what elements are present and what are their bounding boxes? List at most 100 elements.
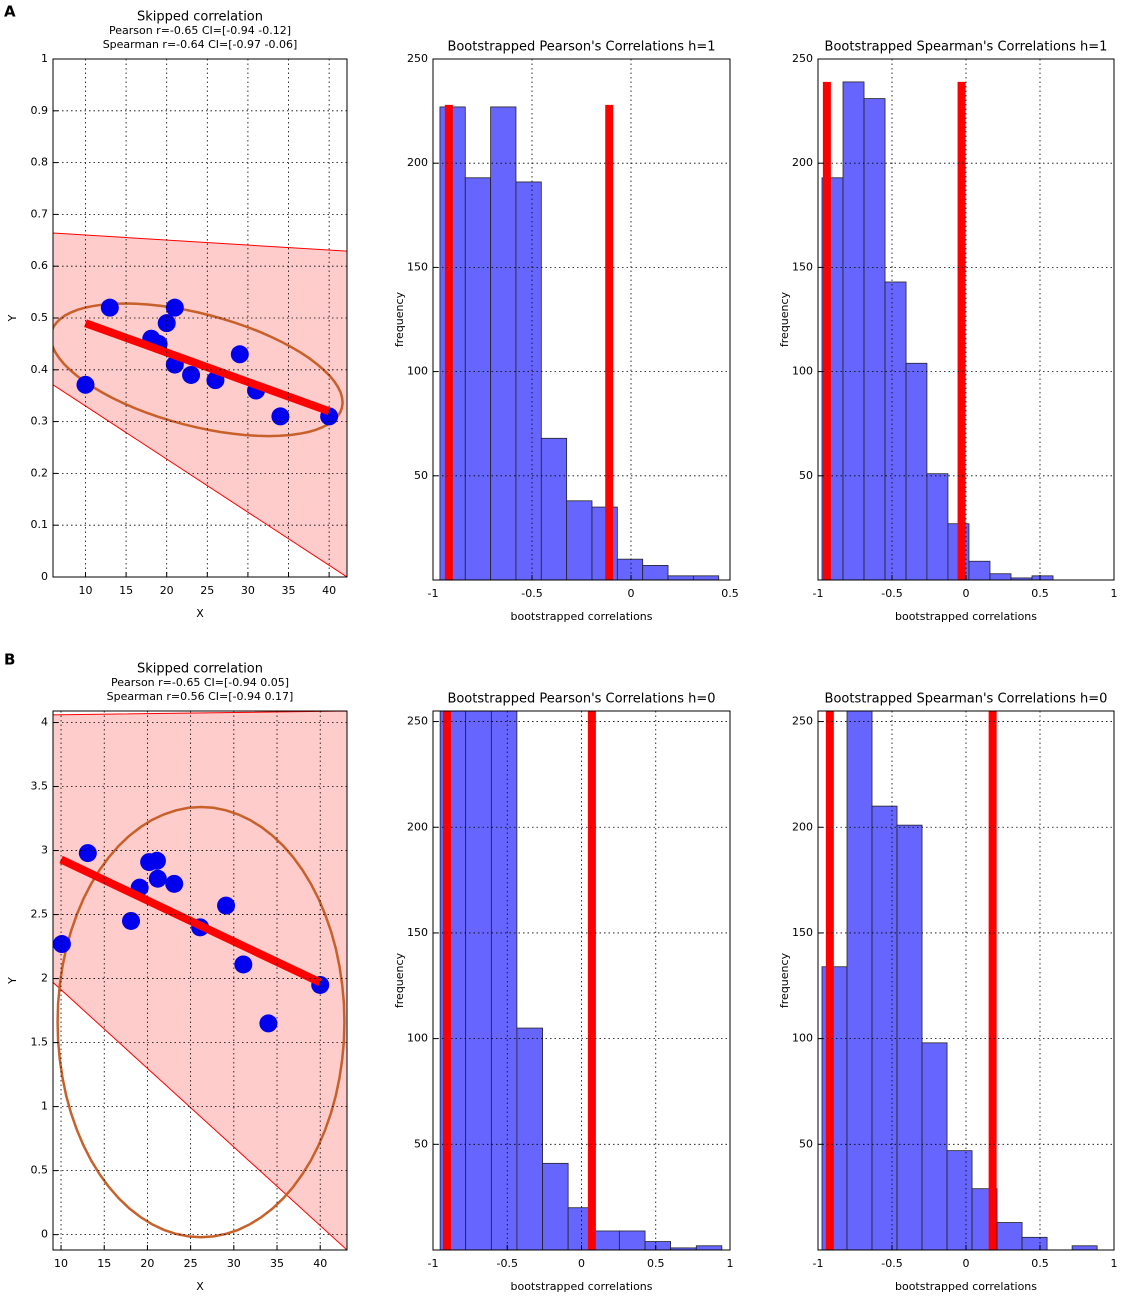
x-tick-label: -1 <box>813 1257 824 1270</box>
x-tick-label: 40 <box>322 584 336 597</box>
x-tick-label: 0.5 <box>721 587 739 600</box>
x-axis-label: bootstrapped correlations <box>895 1280 1037 1293</box>
point <box>165 874 184 893</box>
x-tick-label: 0 <box>578 1257 585 1270</box>
bar <box>516 1027 543 1250</box>
x-tick-label: 40 <box>313 1257 327 1270</box>
point <box>271 407 290 426</box>
bar <box>490 711 518 1250</box>
chart-title: Bootstrapped Pearson's Correlations h=0 <box>447 692 715 707</box>
y-tick-label: 100 <box>407 1032 428 1045</box>
x-tick-label: 20 <box>140 1257 154 1270</box>
confidence-band <box>53 711 347 1250</box>
bar <box>490 106 517 580</box>
y-tick-label: 0 <box>41 570 48 583</box>
y-tick-label: 2.5 <box>31 908 49 921</box>
y-tick-label: 200 <box>407 156 428 169</box>
x-tick-label: -1 <box>428 1257 439 1270</box>
x-tick-label: 0.5 <box>1031 587 1049 600</box>
x-tick-label: 30 <box>227 1257 241 1270</box>
bar <box>591 506 618 580</box>
fit-line <box>59 855 322 987</box>
x-axis-label: X <box>196 1280 204 1293</box>
bar <box>618 1230 646 1250</box>
bar <box>667 575 694 580</box>
bar <box>842 81 865 580</box>
chart-title: Skipped correlation <box>137 662 263 677</box>
point <box>230 345 249 364</box>
bar <box>616 558 644 580</box>
x-tick-label: 10 <box>54 1257 68 1270</box>
x-tick-label: -1 <box>813 587 824 600</box>
y-tick-label: 0.8 <box>31 156 49 169</box>
bar <box>921 1042 948 1250</box>
plot <box>53 232 347 577</box>
y-axis-label: Y <box>6 977 19 985</box>
panel: 10 15 20 25 30 35 40 0 0.1 0.2 0.3 0.4 0.5 0.6 0.7 0.8 0… <box>6 10 348 620</box>
y-tick-label: 250 <box>407 715 428 728</box>
x-tick-label: 0 <box>963 1257 970 1270</box>
y-tick-label: 0.1 <box>31 518 49 531</box>
plot-frame <box>52 58 348 578</box>
y-tick-label: 0.7 <box>31 207 49 220</box>
bar <box>884 281 907 580</box>
x-tick-label: 35 <box>270 1257 284 1270</box>
bar <box>540 437 568 580</box>
y-axis-label: Y <box>6 314 19 322</box>
ellipse <box>56 805 346 1239</box>
x-tick-label: 0.5 <box>1031 1257 1049 1270</box>
y-tick-label: 0.9 <box>31 104 49 117</box>
x-tick-label: -0.5 <box>881 587 902 600</box>
bar <box>989 573 1012 580</box>
plot <box>821 711 1098 1250</box>
plot <box>821 81 1054 580</box>
y-tick-label: 0.4 <box>31 363 49 376</box>
point <box>182 365 201 384</box>
bar <box>542 1162 569 1250</box>
point <box>234 955 253 974</box>
bar <box>644 1241 671 1250</box>
y-axis-label: frequency <box>393 291 406 347</box>
y-tick-label: 1.5 <box>31 1036 49 1049</box>
plot-frame <box>432 710 731 1251</box>
bar <box>896 824 923 1250</box>
bar <box>905 362 928 580</box>
x-tick-label: -1 <box>428 587 439 600</box>
y-tick-label: 250 <box>407 52 428 65</box>
plot-frame <box>432 58 731 581</box>
x-tick-label: 1 <box>1111 587 1118 600</box>
panel: 10 15 20 25 30 35 40 0 0.5 1 1.5 2 2.5 3 3.5 4 Skipped c… <box>6 662 348 1293</box>
chart-subtitle: Pearson r=-0.65 CI=[-0.94 0.05] <box>111 676 289 689</box>
y-tick-label: 3 <box>41 844 48 857</box>
y-tick-label: 50 <box>414 469 428 482</box>
x-tick-label: 15 <box>97 1257 111 1270</box>
y-axis-label: frequency <box>393 952 406 1008</box>
bar <box>1071 1245 1098 1250</box>
plot <box>53 711 347 1250</box>
y-axis-label: frequency <box>778 291 791 347</box>
y-tick-label: 200 <box>407 820 428 833</box>
x-tick-label: 20 <box>160 584 174 597</box>
point <box>147 851 166 870</box>
bar <box>1021 1236 1048 1250</box>
y-tick-label: 100 <box>792 365 813 378</box>
bar <box>926 473 949 580</box>
bar <box>996 1222 1023 1250</box>
chart-title: Bootstrapped Spearman's Correlations h=1 <box>825 40 1108 55</box>
x-tick-label: 25 <box>184 1257 198 1270</box>
bar <box>946 1150 973 1250</box>
bar <box>593 1230 620 1250</box>
y-tick-label: 0.5 <box>31 311 49 324</box>
x-tick-label: -0.5 <box>521 587 542 600</box>
x-tick-label: 1 <box>727 1257 734 1270</box>
x-axis-label: bootstrapped correlations <box>895 610 1037 623</box>
y-tick-label: 3.5 <box>31 780 49 793</box>
bar <box>846 711 873 1250</box>
bar <box>871 805 898 1250</box>
chart-title: Skipped correlation <box>137 10 263 25</box>
x-tick-label: 0.5 <box>647 1257 665 1270</box>
x-tick-label: 1 <box>1111 1257 1118 1270</box>
y-tick-label: 200 <box>792 156 813 169</box>
y-tick-label: 250 <box>792 715 813 728</box>
point <box>165 298 184 317</box>
